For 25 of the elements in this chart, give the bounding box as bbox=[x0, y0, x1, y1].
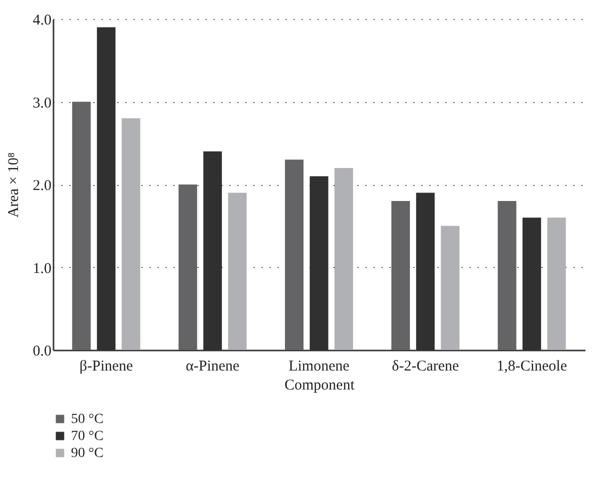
x-tick-label: δ-2-Carene bbox=[392, 358, 460, 374]
x-tick-label: α-Pinene bbox=[186, 358, 240, 374]
y-tick-label: 1.0 bbox=[32, 260, 52, 277]
legend-label: 90 °C bbox=[71, 446, 104, 461]
bar bbox=[334, 168, 354, 350]
y-tick-label: 4.0 bbox=[32, 12, 52, 28]
bar bbox=[72, 102, 91, 350]
y-tick-label: 2.0 bbox=[32, 178, 52, 194]
y-tick-label: 3.0 bbox=[32, 95, 52, 112]
bar bbox=[228, 192, 247, 350]
x-tick-label: β-Pinene bbox=[79, 358, 134, 374]
bar bbox=[284, 160, 304, 350]
y-tick-label: 0.0 bbox=[32, 344, 52, 360]
x-tick-label: 1,8-Cineole bbox=[496, 358, 568, 374]
bar bbox=[391, 201, 410, 350]
bar bbox=[498, 201, 516, 350]
y-axis-title: Area × 10⁸ bbox=[6, 152, 22, 218]
legend-label: 70 °C bbox=[71, 429, 104, 444]
x-axis-title: Component bbox=[284, 378, 356, 394]
legend-label: 50 °C bbox=[71, 412, 104, 427]
x-tick-label: Limonene bbox=[288, 358, 350, 374]
bar bbox=[440, 226, 460, 350]
bar bbox=[547, 218, 566, 350]
bar bbox=[178, 184, 198, 350]
bar bbox=[122, 118, 140, 350]
